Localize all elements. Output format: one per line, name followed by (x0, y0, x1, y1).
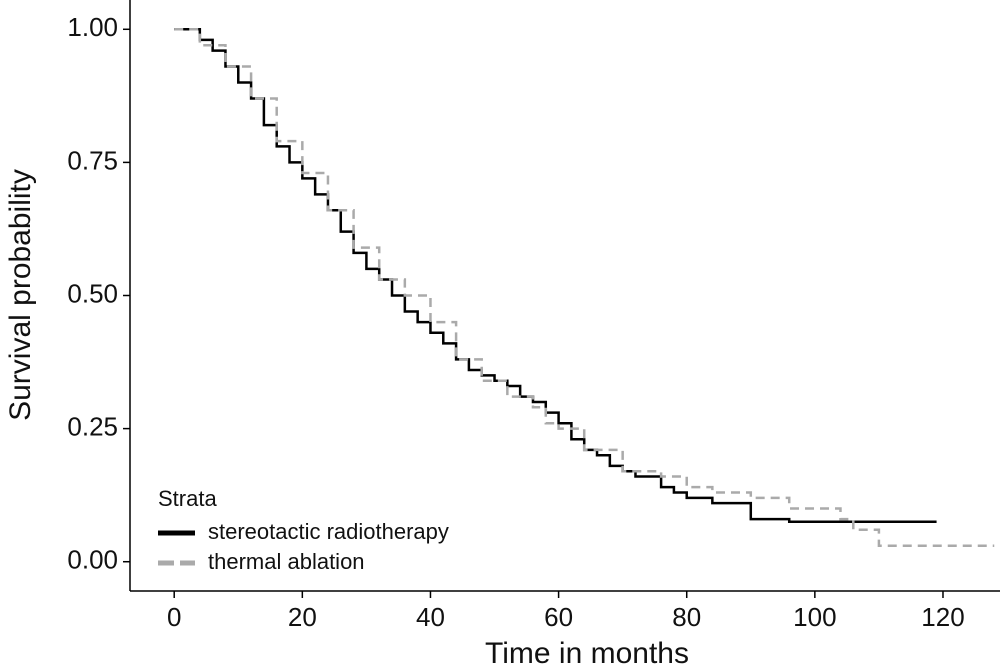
x-axis-label: Time in months (485, 637, 689, 670)
y-tick-label: 0.75 (67, 145, 118, 175)
y-axis-label: Survival probability (4, 169, 37, 421)
x-tick-label: 60 (544, 602, 573, 632)
x-tick-label: 100 (793, 602, 836, 632)
x-tick-label: 120 (921, 602, 964, 632)
x-tick-label: 20 (288, 602, 317, 632)
y-tick-label: 1.00 (67, 12, 118, 42)
x-tick-label: 40 (416, 602, 445, 632)
y-tick-label: 0.00 (67, 545, 118, 575)
survival-curve (174, 28, 937, 524)
legend-title: Strata (158, 486, 217, 511)
survival-curve (174, 28, 995, 547)
x-tick-label: 0 (167, 602, 181, 632)
y-tick-label: 0.50 (67, 278, 118, 308)
y-tick-label: 0.25 (67, 411, 118, 441)
legend-label: stereotactic radiotherapy (208, 519, 449, 544)
x-tick-label: 80 (672, 602, 701, 632)
legend-label: thermal ablation (208, 549, 365, 574)
